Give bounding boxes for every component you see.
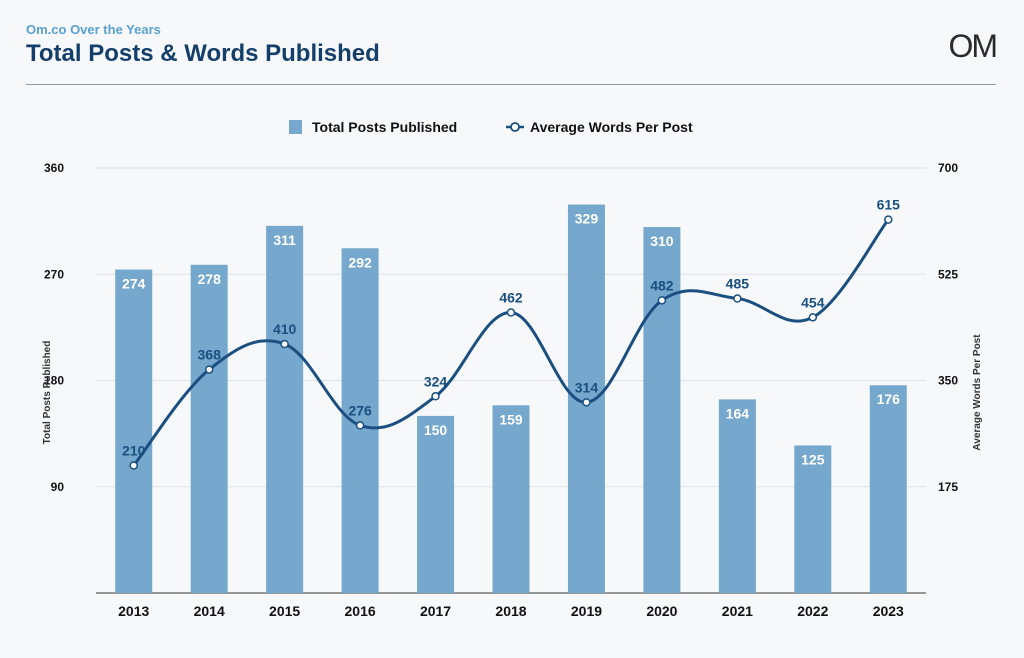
bar <box>417 415 455 593</box>
x-tick-label: 2018 <box>495 603 526 619</box>
legend-line-label: Average Words Per Post <box>530 119 693 135</box>
bar <box>266 225 304 593</box>
line-data-label: 276 <box>348 402 372 418</box>
line-data-label: 210 <box>122 443 146 459</box>
x-tick-label: 2022 <box>797 603 828 619</box>
header: Om.co Over the Years Total Posts & Words… <box>26 22 998 68</box>
chart-subtitle: Om.co Over the Years <box>26 22 161 37</box>
bar-data-label: 150 <box>424 422 448 438</box>
x-tick-label: 2016 <box>345 603 376 619</box>
y-tick-label: 180 <box>44 374 64 388</box>
x-tick-label: 2021 <box>722 603 753 619</box>
x-tick-label: 2023 <box>873 603 904 619</box>
line-data-label: 368 <box>198 347 222 363</box>
bar-data-label: 274 <box>122 276 146 292</box>
y-axis-label: Total Posts Published <box>42 341 53 445</box>
line-data-label: 454 <box>801 294 825 310</box>
line-point <box>129 461 138 470</box>
legend-line-marker <box>510 122 520 132</box>
x-tick-label: 2020 <box>646 603 677 619</box>
y-tick-label: 360 <box>44 161 64 175</box>
bar-data-label: 159 <box>499 411 523 427</box>
bar <box>643 227 681 593</box>
line-point <box>884 215 893 224</box>
bar-data-label: 329 <box>575 211 599 227</box>
bar-data-label: 176 <box>877 391 901 407</box>
line-data-label: 615 <box>877 197 901 213</box>
bar <box>190 264 228 593</box>
bar-data-label: 292 <box>348 254 372 270</box>
line-point <box>506 308 516 317</box>
bar <box>794 445 832 593</box>
line-point <box>582 398 591 407</box>
line-point <box>280 339 289 349</box>
line-point <box>355 421 365 430</box>
legend-bar-swatch <box>289 120 302 134</box>
line-point <box>733 294 742 303</box>
y2-tick-label: 350 <box>938 374 958 388</box>
bar-data-label: 310 <box>650 233 674 249</box>
legend-bar-label: Total Posts Published <box>312 119 457 135</box>
bar <box>869 385 907 593</box>
bar <box>492 405 530 593</box>
line-data-label: 410 <box>273 321 297 337</box>
line-data-label: 482 <box>650 277 674 293</box>
line-point <box>431 392 440 401</box>
bar-data-label: 278 <box>198 271 222 287</box>
line-data-label: 314 <box>575 379 599 395</box>
chart-title: Total Posts & Words Published <box>26 40 380 67</box>
bar <box>718 399 756 593</box>
x-tick-label: 2013 <box>118 603 149 619</box>
y-tick-label: 270 <box>44 267 64 281</box>
line-data-label: 324 <box>424 373 448 389</box>
bar-data-label: 311 <box>273 232 296 248</box>
bar-data-label: 125 <box>801 451 825 467</box>
line-data-label: 462 <box>499 290 523 306</box>
y2-tick-label: 700 <box>938 161 958 175</box>
line-point <box>808 313 818 322</box>
y2-axis-label: Average Words Per Post <box>972 334 983 451</box>
x-tick-label: 2014 <box>194 603 225 619</box>
x-tick-label: 2019 <box>571 603 602 619</box>
bar <box>341 248 379 593</box>
om-logo: OM <box>948 28 998 64</box>
x-tick-label: 2017 <box>420 603 451 619</box>
y-tick-label: 90 <box>51 480 65 494</box>
bar <box>115 269 153 593</box>
line-point <box>204 365 214 374</box>
header-divider <box>26 84 996 85</box>
y2-tick-label: 175 <box>938 480 958 494</box>
line-data-label: 485 <box>726 276 750 292</box>
line-point <box>657 296 667 305</box>
bar-data-label: 164 <box>726 405 750 421</box>
x-tick-label: 2015 <box>269 603 300 619</box>
y2-tick-label: 525 <box>938 267 958 281</box>
